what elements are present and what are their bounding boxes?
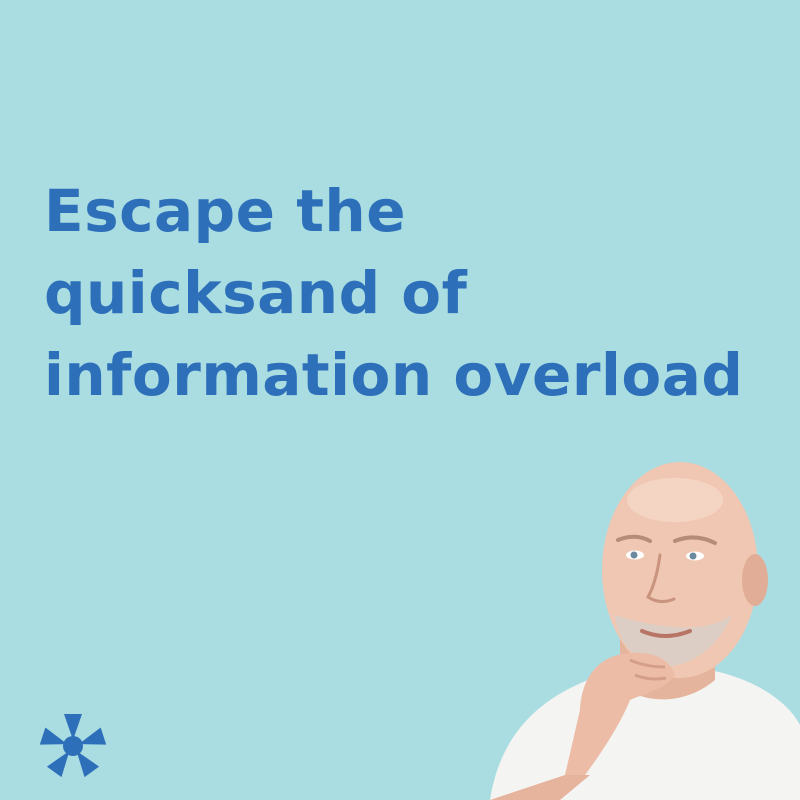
- headline-line-2: quicksand of: [44, 259, 468, 327]
- headline-line-3: information overload: [44, 341, 744, 409]
- man-portrait: [490, 462, 800, 800]
- headline-line-1: Escape the: [44, 177, 407, 245]
- hand: [565, 652, 675, 775]
- flower-logo-icon: [39, 714, 107, 778]
- headline: Escape the quicksand of information over…: [44, 170, 784, 416]
- ear: [742, 554, 768, 606]
